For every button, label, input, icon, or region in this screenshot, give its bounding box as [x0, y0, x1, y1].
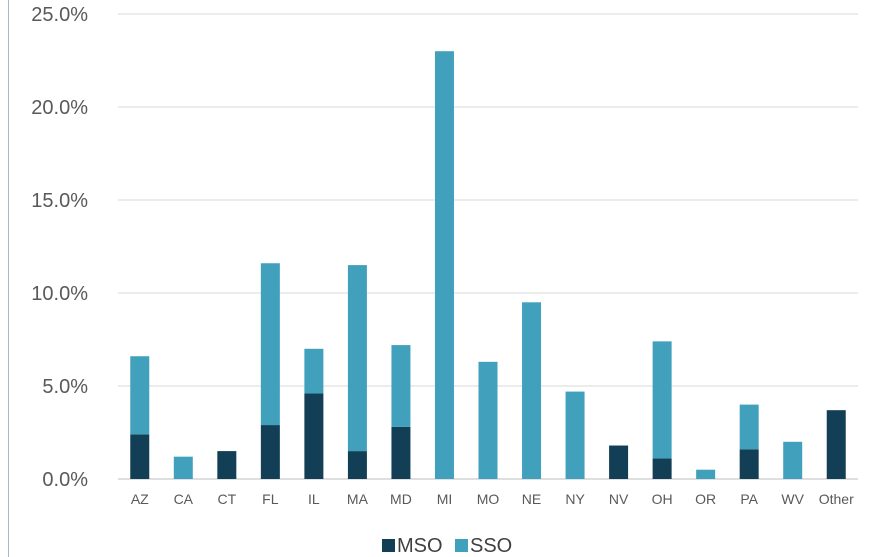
- y-tick-label: 0.0%: [42, 469, 88, 491]
- bar-mso-ct: [217, 451, 237, 479]
- x-tick-label: MI: [437, 491, 453, 507]
- x-tick-label: CA: [174, 491, 194, 507]
- x-tick-label: FL: [262, 491, 279, 507]
- bar-sso-az: [130, 356, 150, 435]
- bar-sso-ma: [347, 265, 367, 452]
- bar-sso-md: [391, 345, 411, 427]
- y-tick-label: 10.0%: [31, 283, 88, 305]
- bar-sso-ne: [522, 302, 542, 479]
- legend-label-sso: SSO: [470, 535, 512, 557]
- x-tick-label: NY: [565, 491, 585, 507]
- x-tick-label: NE: [522, 491, 541, 507]
- bar-mso-nv: [609, 445, 629, 479]
- bar-sso-wv: [783, 441, 803, 479]
- bar-mso-other: [826, 410, 846, 479]
- legend-label-mso: MSO: [397, 535, 443, 557]
- bar-sso-ny: [565, 391, 585, 479]
- bar-sso-il: [304, 348, 324, 394]
- bar-mso-il: [304, 393, 324, 479]
- bar-sso-oh: [652, 341, 672, 459]
- x-tick-label: WV: [781, 491, 804, 507]
- bar-sso-fl: [260, 263, 280, 426]
- x-tick-label: OH: [652, 491, 673, 507]
- bar-mso-ma: [347, 451, 367, 479]
- x-tick-label: MD: [390, 491, 412, 507]
- bar-sso-mi: [434, 51, 454, 479]
- x-tick-label: NV: [609, 491, 629, 507]
- x-tick-label: AZ: [131, 491, 149, 507]
- bars: [130, 51, 846, 479]
- bar-mso-pa: [739, 449, 759, 479]
- y-tick-label: 25.0%: [31, 4, 88, 26]
- legend-swatch-mso: [382, 539, 395, 552]
- y-axis-labels: 0.0% 5.0% 10.0% 15.0% 20.0% 25.0%: [31, 4, 88, 491]
- legend: MSO SSO: [382, 535, 512, 557]
- y-tick-label: 20.0%: [31, 97, 88, 119]
- y-tick-label: 15.0%: [31, 190, 88, 212]
- bar-sso-or: [696, 469, 716, 479]
- bar-sso-ca: [173, 456, 193, 479]
- left-border-line: [8, 0, 9, 557]
- bar-mso-fl: [260, 425, 280, 479]
- x-axis-labels: AZ CA CT FL IL MA MD MI MO NE NY NV OH OR PA WV Other: [131, 491, 854, 507]
- legend-swatch-sso: [455, 539, 468, 552]
- bar-sso-pa: [739, 404, 759, 450]
- bar-mso-oh: [652, 458, 672, 479]
- bar-mso-az: [130, 434, 150, 479]
- x-tick-label: CT: [217, 491, 236, 507]
- gridlines: [118, 13, 858, 480]
- bar-mso-md: [391, 426, 411, 479]
- y-tick-label: 5.0%: [42, 376, 88, 398]
- x-tick-label: MO: [477, 491, 500, 507]
- x-tick-label: PA: [740, 491, 758, 507]
- bar-sso-mo: [478, 361, 498, 479]
- x-tick-label: MA: [347, 491, 369, 507]
- x-tick-label: IL: [308, 491, 320, 507]
- x-tick-label: Other: [819, 491, 854, 507]
- x-tick-label: OR: [695, 491, 716, 507]
